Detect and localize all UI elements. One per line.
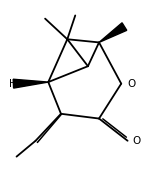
Polygon shape: [13, 79, 48, 88]
Text: H: H: [9, 79, 16, 89]
Text: O: O: [132, 136, 141, 146]
Text: O: O: [128, 79, 136, 89]
Polygon shape: [99, 23, 127, 42]
